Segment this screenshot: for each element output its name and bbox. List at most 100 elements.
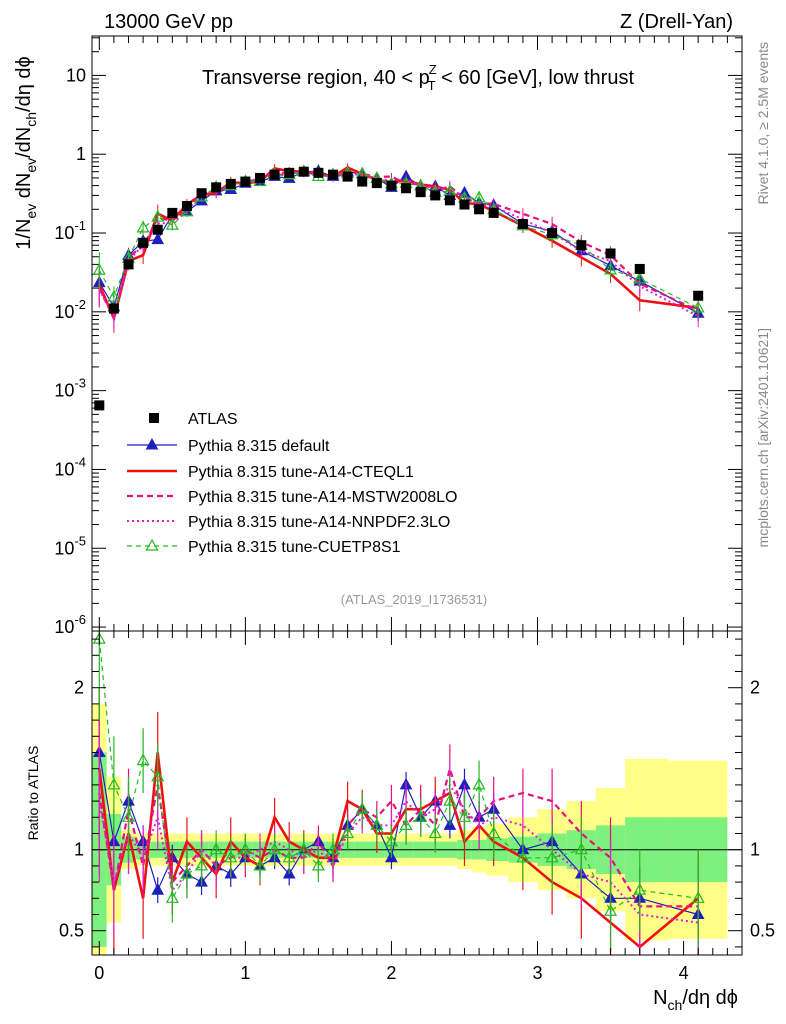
x-tick-label: 1: [240, 963, 250, 983]
legend: ATLAS Pythia 8.315 default Pythia 8.315 tu…: [127, 411, 457, 556]
main-panel: 10-6 10-5 10-4 10-3 10-2 10-1 1 10 Transverse r…: [13, 35, 743, 637]
analysis-tag: (ATLAS_2019_I1736531): [341, 592, 487, 607]
y-tick-label: 10-1: [54, 218, 86, 243]
ratio-marker-default: [151, 883, 165, 895]
main-line-cteql1: [98, 166, 699, 323]
atlas-data-point: [313, 167, 324, 178]
ratio-marker-cuetp8s1: [414, 810, 428, 822]
mcplots-label: mcplots.cern.ch [arXiv:2401.10621]: [755, 328, 771, 547]
atlas-data-point: [196, 188, 207, 199]
ratio-marker-cuetp8s1: [341, 826, 355, 839]
atlas-data-point: [371, 178, 382, 189]
ratio-marker-cuetp8s1: [472, 777, 486, 790]
ratio-marker-cuetp8s1: [370, 818, 384, 831]
ratio-marker-cuetp8s1: [297, 842, 311, 855]
atlas-data-point: [123, 259, 134, 270]
ratio-line-mstw: [98, 764, 699, 908]
legend-entry-atlas: ATLAS: [149, 411, 238, 428]
ratio-marker-cuetp8s1: [122, 810, 136, 822]
atlas-data-point: [284, 167, 295, 178]
main-marker-cuetp8s1: [92, 262, 106, 275]
x-tick-labels: 0 1 2 3 4: [94, 963, 688, 983]
main-series-cteql1: [98, 163, 699, 333]
main-marker-cuetp8s1: [151, 209, 165, 222]
legend-entry-cuetp8s1: Pythia 8.315 tune-CUETP8S1: [127, 538, 401, 556]
main-line-default: [98, 170, 699, 314]
ratio-marker-cuetp8s1: [311, 858, 325, 871]
ratio-marker-cuetp8s1: [282, 850, 296, 863]
ratio-panel: 0.5 0.5 1 1 2 2 Ratio to ATLAS 0 1 2 3 4 Nch/dη d…: [25, 630, 775, 1013]
main-marker-cuetp8s1: [136, 220, 150, 233]
x-tick-label: 0: [94, 963, 104, 983]
atlas-data-point: [430, 190, 441, 201]
ratio-series-cuetp8s1: [92, 631, 705, 952]
atlas-data-point: [240, 176, 251, 187]
ratio-y-tick-label: 1: [74, 840, 84, 860]
atlas-data-point: [576, 240, 587, 251]
ratio-y-tick-label: 0.5: [59, 921, 84, 941]
main-series-atlas: [94, 166, 704, 411]
main-series-cuetp8s1: [92, 164, 705, 319]
header-left: 13000 GeV pp: [104, 11, 233, 33]
main-data-layer: [92, 163, 705, 411]
legend-label: Pythia 8.315 tune-A14-NNPDF2.3LO: [188, 514, 450, 531]
x-tick-label: 3: [532, 963, 542, 983]
ratio-marker-cuetp8s1: [326, 842, 340, 855]
atlas-data-point: [415, 187, 426, 198]
ratio-marker-cuetp8s1: [545, 850, 559, 863]
atlas-data-point: [254, 172, 265, 183]
ratio-marker-cuetp8s1: [151, 769, 165, 782]
legend-marker-atlas: [149, 413, 159, 423]
ratio-marker-cuetp8s1: [355, 801, 369, 814]
atlas-data-point: [269, 169, 280, 180]
atlas-data-point: [152, 224, 163, 235]
ratio-marker-cuetp8s1: [107, 777, 121, 790]
main-line-nnpdf: [98, 171, 699, 319]
y-tick-label: 10-5: [54, 533, 86, 558]
x-tick-label: 2: [386, 963, 396, 983]
plot-title: Transverse region, 40 < pZ T < 60 [GeV], …: [202, 62, 634, 93]
atlas-data-point: [225, 178, 236, 189]
ratio-axes: 0.5 0.5 1 1 2 2: [59, 631, 775, 955]
legend-entry-default: Pythia 8.315 default: [127, 437, 330, 455]
atlas-data-point: [167, 207, 178, 218]
main-line-mstw: [98, 170, 699, 322]
main-marker-default: [151, 232, 165, 245]
x-axis-label: Nch/dη dϕ: [653, 987, 738, 1013]
main-marker-cuetp8s1: [165, 217, 179, 230]
ratio-marker-cuetp8s1: [384, 834, 398, 847]
atlas-data-point: [401, 183, 412, 194]
atlas-data-point: [517, 219, 528, 230]
x-tick-label: 4: [679, 963, 689, 983]
atlas-data-point: [547, 228, 558, 239]
y-tick-label: 10: [66, 65, 86, 85]
legend-entry-mstw: Pythia 8.315 tune-A14-MSTW2008LO: [127, 489, 457, 506]
ratio-marker-cuetp8s1: [238, 842, 252, 855]
atlas-data-point: [342, 171, 353, 182]
ratio-data-layer: [92, 631, 705, 955]
ratio-y-tick-label-right: 2: [750, 678, 760, 698]
ratio-marker-cuetp8s1: [268, 842, 282, 855]
atlas-data-point: [181, 201, 192, 212]
legend-label: Pythia 8.315 default: [188, 438, 330, 455]
legend-entry-cteql1: Pythia 8.315 tune-A14-CTEQL1: [127, 464, 414, 481]
ratio-marker-cuetp8s1: [136, 753, 150, 766]
atlas-data-point: [328, 169, 339, 180]
ratio-line-nnpdf: [98, 782, 699, 924]
ratio-marker-cuetp8s1: [516, 850, 530, 863]
legend-marker-default: [145, 437, 159, 450]
y-tick-label: 10-3: [54, 376, 86, 401]
atlas-data-point: [357, 176, 368, 187]
main-marker-cuetp8s1: [633, 271, 647, 284]
ratio-marker-cuetp8s1: [574, 842, 588, 855]
legend-label: Pythia 8.315 tune-CUETP8S1: [188, 539, 401, 556]
atlas-data-point: [634, 263, 645, 274]
ratio-uncertainty-bands: [92, 703, 742, 955]
ratio-marker-cuetp8s1: [428, 826, 442, 839]
ratio-marker-cuetp8s1: [209, 842, 223, 855]
main-marker-cuetp8s1: [604, 262, 618, 275]
rivet-version-label: Rivet 4.1.0, ≥ 2.5M events: [755, 42, 771, 205]
ratio-y-tick-label: 2: [74, 678, 84, 698]
header-right: Z (Drell-Yan): [620, 11, 733, 33]
